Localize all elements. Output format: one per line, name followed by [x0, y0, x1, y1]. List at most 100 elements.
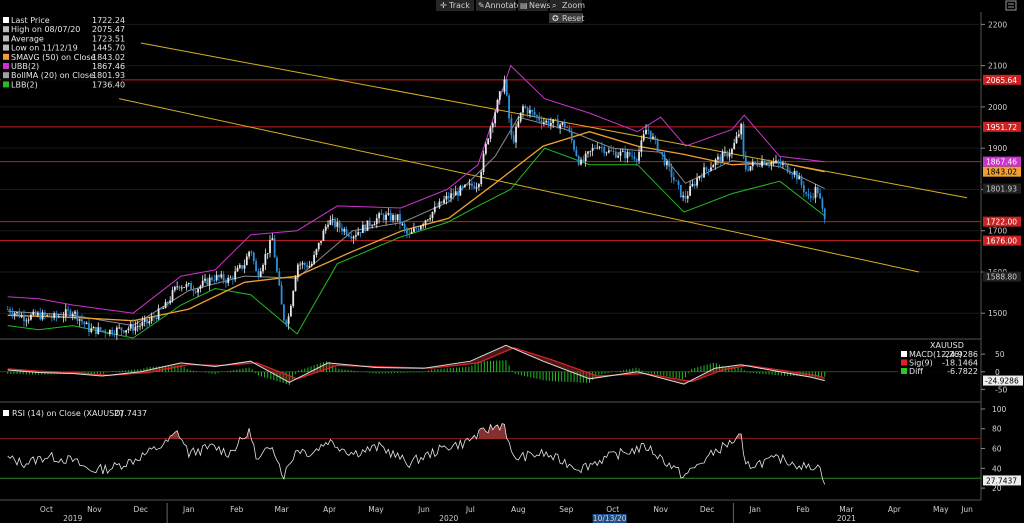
legend-label: UBB(2): [11, 62, 39, 71]
candle-body: [679, 184, 682, 198]
candle-body: [742, 123, 745, 157]
legend-swatch: [3, 63, 9, 69]
y-axis: 15001600170018001900200021002200-5005020…: [981, 20, 1007, 493]
zoom-button[interactable]: ⌕ Zoom: [550, 0, 585, 11]
price-tag-box: [983, 74, 1021, 85]
candle-body: [408, 233, 411, 235]
candle-body: [779, 162, 782, 165]
candle-body: [691, 183, 694, 187]
macd-tag-box: [983, 375, 1023, 386]
candle-body: [726, 151, 729, 157]
candle-body: [712, 165, 715, 168]
candle-body: [413, 228, 415, 232]
candle-body: [645, 129, 647, 135]
candle-body: [25, 320, 28, 322]
candle-body: [452, 193, 455, 196]
legend-value: 1445.70: [92, 44, 125, 53]
candle-body: [800, 176, 803, 186]
candle-body: [141, 321, 144, 326]
legend-swatch: [3, 44, 9, 51]
candle-body: [227, 277, 230, 283]
candle-body: [101, 330, 104, 332]
reset-button[interactable]: ✪ Reset: [549, 13, 584, 23]
candle-body: [211, 277, 213, 281]
candle-body: [659, 151, 661, 153]
candle-body: [457, 191, 459, 196]
candle-body: [273, 238, 276, 258]
candle-body: [361, 224, 364, 234]
candle-body: [99, 327, 102, 331]
candle-body: [92, 326, 95, 329]
candle-body: [352, 236, 355, 239]
candle-body: [317, 242, 320, 250]
candle-body: [11, 312, 14, 316]
legend-label: Last Price: [11, 16, 50, 25]
reset-label: Reset: [562, 14, 584, 23]
rsi-tag-box: [983, 475, 1021, 486]
candle-body: [426, 219, 429, 221]
candle-body: [169, 300, 172, 304]
trend-channel: [119, 42, 968, 273]
candle-body: [770, 162, 773, 165]
news-button[interactable]: ▤ News: [518, 0, 551, 11]
candle-body: [640, 140, 643, 152]
candle-body: [559, 124, 562, 129]
candle-body: [373, 224, 376, 226]
candle-body: [406, 228, 408, 234]
candle-body: [631, 155, 633, 157]
x-axis: Oct Nov Dec Jan Feb Mar Apr May Jun Jul Aug Sep Oct N…: [40, 503, 973, 523]
month-label: Sep: [559, 505, 573, 514]
year-label: 2020: [439, 514, 458, 523]
candle-body: [343, 229, 346, 232]
month-label: Apr: [888, 505, 902, 514]
candle-body: [57, 316, 60, 318]
candle-body: [71, 313, 74, 317]
candle-body: [459, 186, 462, 196]
candle-body: [433, 206, 436, 212]
candle-body: [324, 226, 327, 231]
window-menu-button[interactable]: [1005, 0, 1017, 11]
month-label: Apr: [323, 505, 337, 514]
annotate-button[interactable]: ✎ Annotate: [476, 0, 522, 11]
candle-body: [807, 193, 810, 196]
candle-body: [129, 323, 132, 329]
candle-body: [104, 330, 107, 334]
candle-body: [443, 199, 445, 204]
candle-body: [132, 323, 134, 331]
price-tag-box: [983, 271, 1021, 282]
legend-rsi: RSI (14) on Close (XAUUSD)27.7437: [3, 409, 147, 418]
candle-body: [197, 288, 199, 293]
candle-body: [821, 198, 824, 209]
candle-body: [573, 140, 575, 150]
candle-body: [805, 192, 808, 194]
candle-body: [635, 159, 638, 161]
candle-body: [468, 183, 471, 185]
candle-body: [717, 156, 719, 160]
candle-body: [540, 120, 543, 124]
month-label: May: [368, 505, 384, 514]
candle-body: [67, 309, 69, 311]
candle-body: [710, 167, 712, 171]
track-button[interactable]: ✛ Track: [436, 0, 474, 11]
candle-body: [241, 265, 244, 269]
candle-body: [466, 184, 469, 186]
candle-body: [563, 122, 566, 128]
rsi-tick-label: 40: [992, 464, 1002, 473]
price-tick-label: 1900: [988, 144, 1007, 153]
candle-body: [255, 261, 257, 272]
candle-body: [204, 278, 206, 281]
candle-body: [793, 170, 796, 175]
legend-value: 1801.93: [92, 71, 125, 80]
candle-body: [292, 291, 295, 306]
bollinger-bands: [7, 64, 826, 339]
candle-body: [626, 152, 629, 159]
candle-body: [431, 211, 434, 219]
price-tag-box: [983, 216, 1021, 227]
candle-body: [668, 161, 671, 167]
candle-body: [510, 118, 513, 136]
candle-body: [503, 79, 506, 92]
candle-body: [809, 195, 812, 198]
candle-body: [215, 274, 218, 281]
legend-value: 1867.46: [92, 62, 125, 71]
